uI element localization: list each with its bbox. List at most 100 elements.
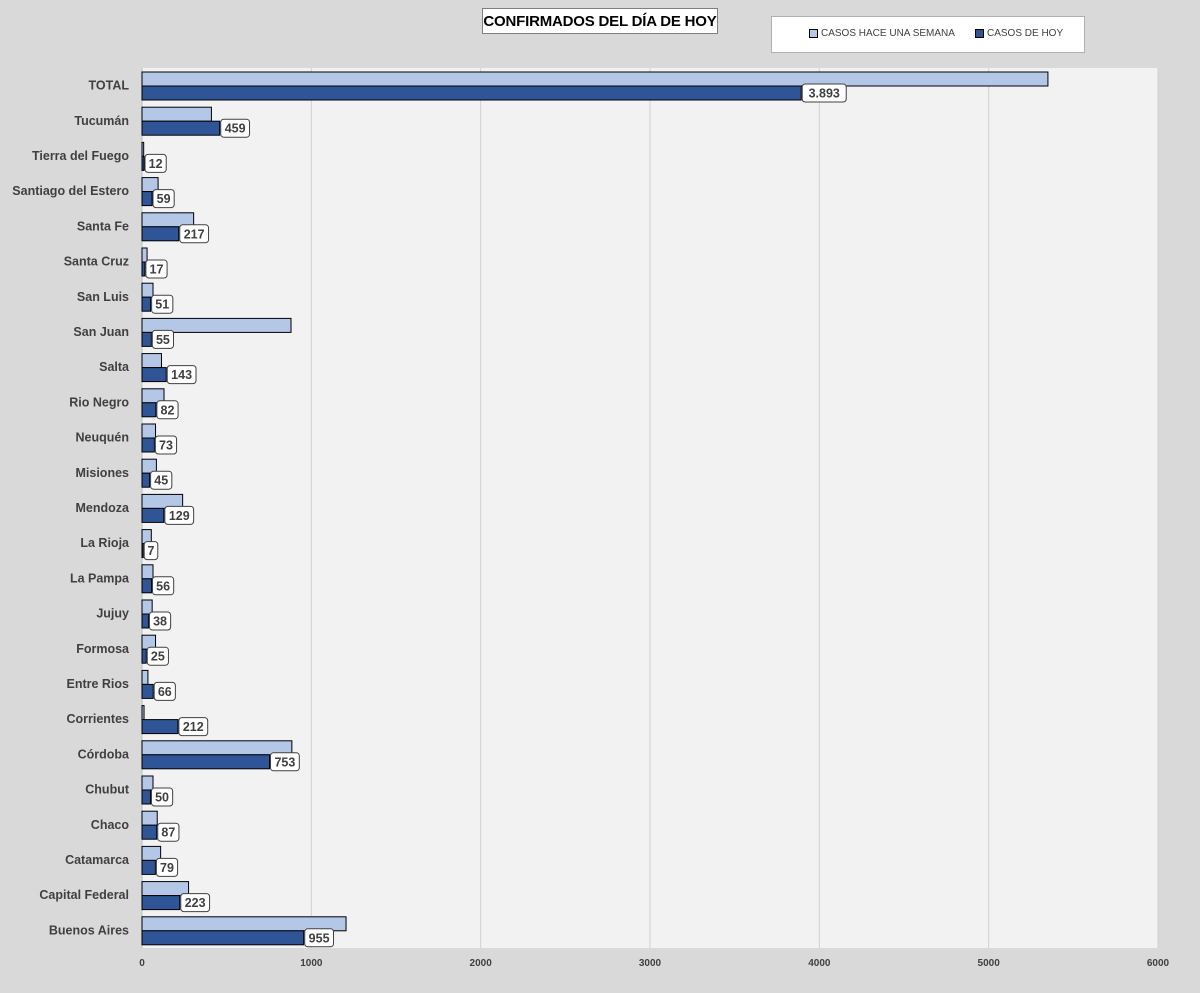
x-tick-label: 6000 xyxy=(1147,958,1170,969)
category-label: Tierra del Fuego xyxy=(32,149,129,163)
category-label: Entre Rios xyxy=(66,677,129,691)
category-label: Capital Federal xyxy=(39,888,129,902)
data-label: 25 xyxy=(151,650,165,664)
category-label: Córdoba xyxy=(78,747,130,761)
category-label: Formosa xyxy=(76,642,130,656)
bar-week-ago xyxy=(141,669,149,685)
data-label: 82 xyxy=(161,403,175,417)
bar-today xyxy=(141,930,305,946)
data-label-box xyxy=(164,505,195,525)
bar-today xyxy=(141,613,149,629)
bar-today xyxy=(141,507,165,523)
bar-week-ago xyxy=(141,282,154,298)
data-label: 51 xyxy=(155,298,169,312)
category-label: Mendoza xyxy=(76,501,131,515)
bar-today xyxy=(141,402,157,418)
bar-today xyxy=(141,367,167,383)
category-label: Catamarca xyxy=(65,853,130,867)
bar-today xyxy=(141,789,151,805)
data-label-box xyxy=(152,189,175,209)
data-label-box xyxy=(801,83,847,103)
bar-today xyxy=(141,719,179,735)
data-label-box xyxy=(178,717,209,737)
bar-week-ago xyxy=(141,106,212,122)
data-label: 223 xyxy=(185,896,206,910)
category-label: Misiones xyxy=(76,466,130,480)
bar-today xyxy=(141,648,147,664)
bar-today xyxy=(141,895,181,911)
data-label-box xyxy=(220,118,251,138)
category-label: Chaco xyxy=(91,818,130,832)
bar-week-ago xyxy=(141,564,154,580)
category-label: Santa Fe xyxy=(77,219,129,233)
category-label: Rio Negro xyxy=(69,395,129,409)
bar-today xyxy=(141,683,154,699)
data-label-box xyxy=(145,259,168,279)
bar-week-ago xyxy=(141,71,1049,87)
bar-week-ago xyxy=(141,317,292,333)
legend-item-week-ago: CASOS HACE UNA SEMANA xyxy=(809,28,955,39)
chart-title: CONFIRMADOS DEL DÍA DE HOY xyxy=(482,8,718,34)
data-label: 17 xyxy=(150,263,164,277)
bar-week-ago xyxy=(141,247,148,263)
bar-week-ago xyxy=(141,141,145,157)
data-label: 50 xyxy=(155,791,169,805)
bar-today xyxy=(141,331,152,347)
data-label: 45 xyxy=(154,474,168,488)
data-label-box xyxy=(148,611,172,631)
data-label: 55 xyxy=(156,333,170,347)
bar-week-ago xyxy=(141,775,154,791)
data-label-box xyxy=(166,365,197,385)
bar-today xyxy=(141,578,152,594)
category-label: Santiago del Estero xyxy=(12,184,129,198)
category-label: Chubut xyxy=(85,783,130,797)
bar-week-ago xyxy=(141,423,157,439)
bar-week-ago xyxy=(141,705,145,721)
chart-legend: CASOS HACE UNA SEMANA CASOS DE HOY xyxy=(771,16,1085,53)
data-label-box xyxy=(151,294,174,314)
data-label: 79 xyxy=(160,861,174,875)
data-label-box xyxy=(157,822,180,842)
data-label: 753 xyxy=(274,755,295,769)
bar-today xyxy=(141,472,151,488)
bar-today xyxy=(141,543,144,559)
data-label-box xyxy=(144,153,167,173)
bar-today xyxy=(141,296,152,312)
bar-today xyxy=(141,859,156,875)
legend-swatch-week-ago xyxy=(809,29,818,38)
data-label: 66 xyxy=(158,685,172,699)
category-label: La Pampa xyxy=(70,571,130,585)
bar-today xyxy=(141,191,153,207)
category-label: Corrientes xyxy=(66,712,129,726)
category-label: San Juan xyxy=(73,325,129,339)
data-label: 38 xyxy=(153,615,167,629)
data-label: 73 xyxy=(159,439,173,453)
category-label: Salta xyxy=(99,360,130,374)
bar-today xyxy=(141,261,146,277)
bar-today xyxy=(141,226,180,242)
category-label: Santa Cruz xyxy=(64,255,129,269)
x-tick-label: 0 xyxy=(139,958,145,969)
data-label-box xyxy=(143,541,159,561)
data-label-box xyxy=(180,893,211,913)
category-label: Tucumán xyxy=(74,114,129,128)
bar-week-ago xyxy=(141,353,162,369)
category-label: Neuquén xyxy=(76,431,129,445)
data-label: 87 xyxy=(161,826,175,840)
data-label: 59 xyxy=(157,192,171,206)
bar-week-ago xyxy=(141,810,158,826)
bar-today xyxy=(141,155,145,171)
category-labels: TOTAL Tucumán Tierra del Fuego Santiago del… xyxy=(12,79,130,938)
data-label-box xyxy=(156,400,179,420)
data-label-box xyxy=(304,928,335,948)
bar-today xyxy=(141,754,271,770)
bar-today xyxy=(141,120,221,136)
data-label: 3.893 xyxy=(809,87,840,101)
data-label-box xyxy=(150,470,173,490)
bar-week-ago xyxy=(141,881,190,897)
data-label: 143 xyxy=(171,368,192,382)
data-label: 129 xyxy=(169,509,190,523)
data-label-box xyxy=(155,857,179,877)
bar-today xyxy=(141,437,155,453)
